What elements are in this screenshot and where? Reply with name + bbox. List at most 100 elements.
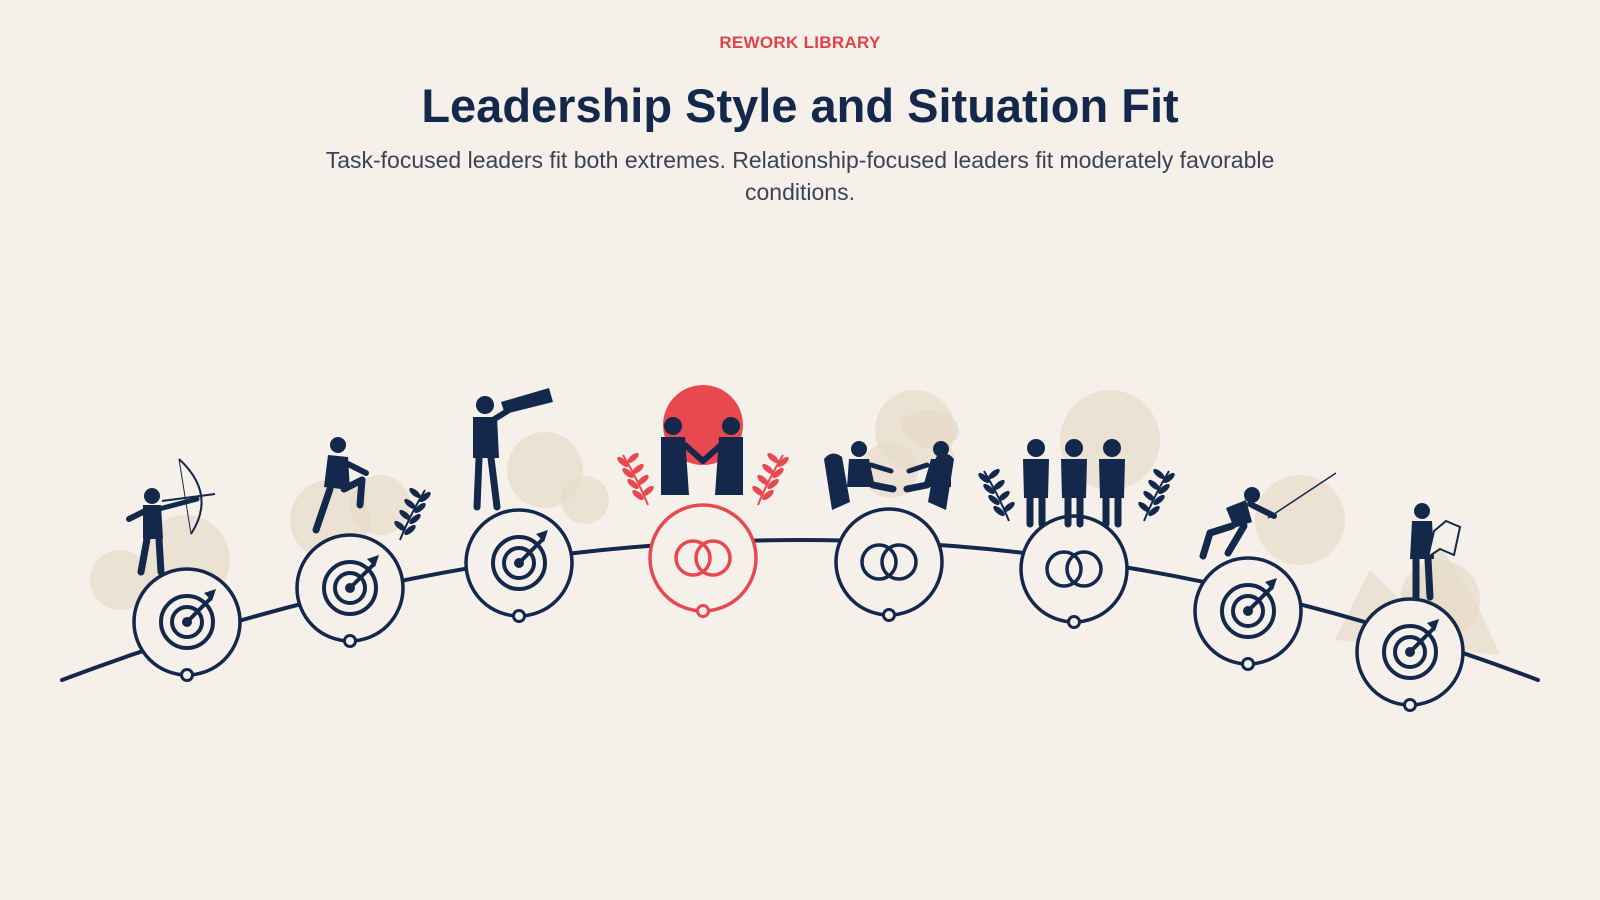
leaf xyxy=(637,474,649,486)
figure-limb xyxy=(868,462,894,474)
leaf-sprig xyxy=(1138,468,1175,522)
target-arrow-shaft xyxy=(185,597,212,624)
leaf-stem xyxy=(622,454,649,506)
figure-limb xyxy=(903,481,931,493)
stage-node xyxy=(1403,698,1417,712)
leaf xyxy=(767,478,779,490)
ring-right xyxy=(694,539,732,577)
figure-limb xyxy=(869,481,897,493)
figure-head xyxy=(1244,487,1260,503)
leaf-stem xyxy=(399,489,426,541)
figure-limb xyxy=(312,485,334,534)
figure-head xyxy=(144,488,160,504)
figure-body xyxy=(1410,521,1434,559)
decor-blob xyxy=(350,475,410,535)
figure-limb xyxy=(700,442,724,464)
figure-limb xyxy=(1424,555,1434,601)
ring-left xyxy=(1045,550,1083,588)
figure-head xyxy=(664,417,682,435)
leaf xyxy=(978,472,990,484)
leaf xyxy=(1148,505,1160,517)
leaf xyxy=(404,524,416,536)
leaf xyxy=(988,468,1000,480)
leaf xyxy=(983,483,995,495)
stage-marker xyxy=(464,508,574,623)
figure-limb xyxy=(487,454,501,511)
leaf xyxy=(1003,501,1015,513)
leaf xyxy=(632,489,644,501)
leaf xyxy=(1148,479,1160,491)
stage-circle xyxy=(834,507,944,617)
telescope xyxy=(501,388,553,414)
figure-body xyxy=(824,453,850,510)
leaf xyxy=(627,452,639,464)
stage-marker xyxy=(1355,597,1465,712)
stage-marker xyxy=(1019,514,1129,629)
page-subtitle: Task-focused leaders fit both extremes. … xyxy=(325,147,1275,205)
figure-limb xyxy=(473,454,483,511)
leaf xyxy=(772,467,784,479)
figure-body xyxy=(1023,459,1049,498)
figure-head xyxy=(330,437,346,453)
figure-head xyxy=(722,417,740,435)
leaf xyxy=(1158,483,1170,495)
leaf xyxy=(1153,494,1165,506)
target-arrow-head xyxy=(204,589,216,601)
leaf-sprig xyxy=(978,468,1015,522)
leaf xyxy=(399,509,411,521)
target-arrow-shaft xyxy=(1408,627,1435,654)
leaf xyxy=(757,474,769,486)
ring-right xyxy=(880,543,918,581)
figure-head xyxy=(1103,439,1121,457)
leaf xyxy=(767,452,779,464)
seated-conversation-figure xyxy=(824,441,954,510)
leaf-stem xyxy=(1143,470,1170,522)
figure-body xyxy=(143,505,163,539)
figure-body xyxy=(923,459,951,487)
climber-figure xyxy=(312,437,431,541)
target-arrow-head xyxy=(1265,578,1277,590)
stage-node xyxy=(343,634,357,648)
target-ring-outer xyxy=(159,594,215,650)
stage-node xyxy=(696,604,710,618)
leaf xyxy=(1143,490,1155,502)
figure-body xyxy=(847,459,875,487)
figure-limb xyxy=(356,476,366,509)
figure-limb xyxy=(1206,522,1236,537)
leaf xyxy=(998,490,1010,502)
decor-blob xyxy=(90,550,150,610)
target-arrow-shaft xyxy=(517,538,544,565)
stage-node xyxy=(180,668,194,682)
leaf-sprig xyxy=(394,487,431,541)
target-ring-inner xyxy=(1231,594,1265,628)
leaf xyxy=(762,463,774,475)
stage-circle xyxy=(648,503,758,613)
figure-body xyxy=(715,437,743,495)
leaf-stem xyxy=(757,454,784,506)
map-reader-figure xyxy=(1410,503,1462,601)
figure-limb xyxy=(682,442,706,464)
target-ring-outer xyxy=(322,560,378,616)
figure-body xyxy=(1061,459,1087,498)
page-title: Leadership Style and Situation Fit xyxy=(421,79,1179,132)
stage-node xyxy=(882,608,896,622)
figure-body xyxy=(473,417,499,458)
leaf xyxy=(752,485,764,497)
stage-marker xyxy=(648,503,758,618)
figure-limb xyxy=(1224,522,1248,557)
figure-head xyxy=(1065,439,1083,457)
stage-node xyxy=(1241,657,1255,671)
leaf xyxy=(1153,468,1165,480)
timeline-arc xyxy=(60,538,1540,682)
pushed-line xyxy=(1267,472,1337,519)
target-ring-outer xyxy=(1220,583,1276,639)
arrow xyxy=(161,493,216,502)
target-ring-inner xyxy=(1393,635,1427,669)
target-arrow-head xyxy=(1427,619,1439,631)
stage-marker xyxy=(1193,556,1303,671)
stage-figures xyxy=(126,385,1462,601)
team-group-figure xyxy=(978,439,1175,528)
telescope-viewer-figure xyxy=(473,388,553,511)
leaf xyxy=(404,498,416,510)
